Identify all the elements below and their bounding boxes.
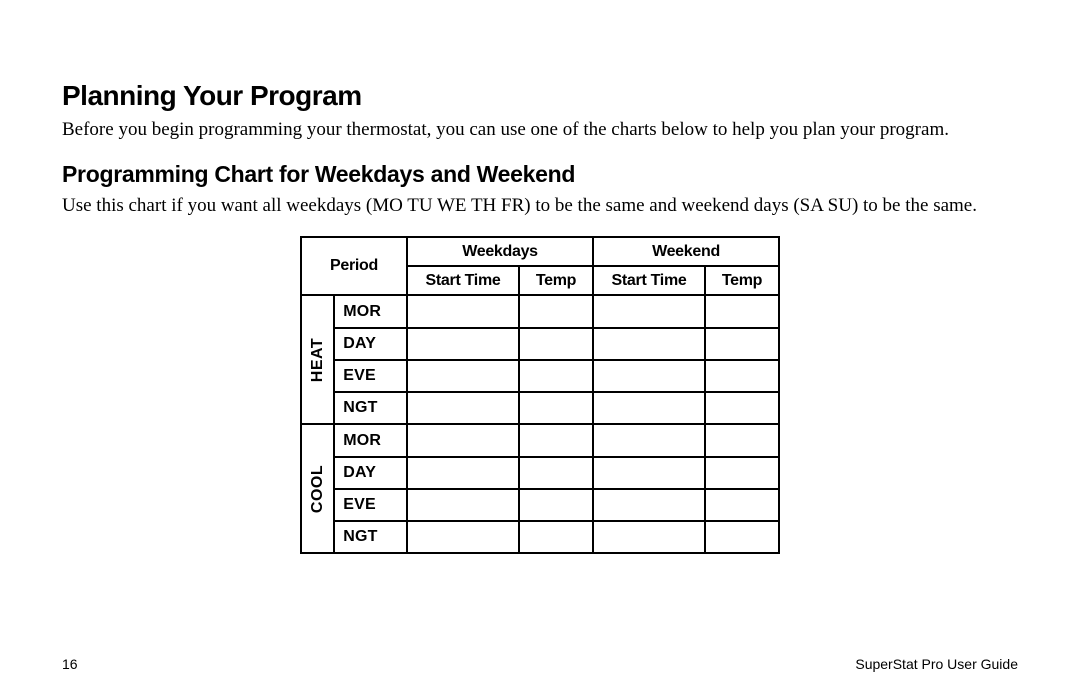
heat-day-weekdays-start — [407, 328, 519, 360]
cool-day-weekend-start — [593, 457, 705, 489]
heat-mor-weekend-start — [593, 295, 705, 327]
heat-mor-weekdays-start — [407, 295, 519, 327]
table-header-row-1: Period Weekdays Weekend — [301, 237, 779, 266]
cool-eve-weekend-temp — [705, 489, 779, 521]
cool-eve-weekdays-start — [407, 489, 519, 521]
document-page: Planning Your Program Before you begin p… — [0, 0, 1080, 698]
intro-paragraph: Before you begin programming your thermo… — [62, 118, 1018, 143]
cool-eve-label: EVE — [334, 489, 407, 521]
heat-mor-weekend-temp — [705, 295, 779, 327]
cool-mor-weekdays-start — [407, 424, 519, 456]
cool-day-weekend-temp — [705, 457, 779, 489]
weekdays-header: Weekdays — [407, 237, 593, 266]
heat-mor-weekdays-temp — [519, 295, 593, 327]
heat-day-weekend-temp — [705, 328, 779, 360]
heat-mode-label-cell: HEAT — [301, 295, 334, 424]
heat-eve-weekend-temp — [705, 360, 779, 392]
weekend-start-time-header: Start Time — [593, 266, 705, 295]
heat-ngt-weekdays-temp — [519, 392, 593, 424]
cool-eve-weekdays-temp — [519, 489, 593, 521]
heat-day-weekdays-temp — [519, 328, 593, 360]
weekend-header: Weekend — [593, 237, 779, 266]
table-container: Period Weekdays Weekend Start Time Temp … — [62, 236, 1018, 552]
heat-ngt-weekend-start — [593, 392, 705, 424]
weekdays-temp-header: Temp — [519, 266, 593, 295]
cool-mode-label-cell: COOL — [301, 424, 334, 553]
cool-mor-weekend-temp — [705, 424, 779, 456]
heat-day-weekend-start — [593, 328, 705, 360]
page-number: 16 — [62, 656, 78, 672]
table-row: DAY — [301, 328, 779, 360]
cool-day-weekdays-start — [407, 457, 519, 489]
cool-mor-weekend-start — [593, 424, 705, 456]
cool-ngt-weekdays-start — [407, 521, 519, 553]
page-footer: 16 SuperStat Pro User Guide — [62, 656, 1018, 672]
cool-ngt-weekdays-temp — [519, 521, 593, 553]
document-title-footer: SuperStat Pro User Guide — [855, 656, 1018, 672]
cool-eve-weekend-start — [593, 489, 705, 521]
heat-ngt-weekend-temp — [705, 392, 779, 424]
page-title: Planning Your Program — [62, 80, 1018, 112]
section-paragraph: Use this chart if you want all weekdays … — [62, 194, 1018, 219]
weekdays-start-time-header: Start Time — [407, 266, 519, 295]
heat-eve-weekdays-start — [407, 360, 519, 392]
heat-ngt-label: NGT — [334, 392, 407, 424]
heat-mor-label: MOR — [334, 295, 407, 327]
period-header: Period — [301, 237, 407, 295]
table-row: DAY — [301, 457, 779, 489]
table-row: COOL MOR — [301, 424, 779, 456]
cool-mode-label: COOL — [309, 465, 327, 513]
cool-ngt-weekend-temp — [705, 521, 779, 553]
heat-eve-weekdays-temp — [519, 360, 593, 392]
heat-mode-label: HEAT — [309, 338, 327, 382]
programming-chart-table: Period Weekdays Weekend Start Time Temp … — [300, 236, 780, 554]
table-row: HEAT MOR — [301, 295, 779, 327]
section-heading: Programming Chart for Weekdays and Weeke… — [62, 161, 1018, 188]
cool-mor-label: MOR — [334, 424, 407, 456]
table-row: NGT — [301, 521, 779, 553]
cool-ngt-label: NGT — [334, 521, 407, 553]
cool-ngt-weekend-start — [593, 521, 705, 553]
cool-mor-weekdays-temp — [519, 424, 593, 456]
table-row: EVE — [301, 489, 779, 521]
heat-eve-label: EVE — [334, 360, 407, 392]
cool-day-label: DAY — [334, 457, 407, 489]
heat-ngt-weekdays-start — [407, 392, 519, 424]
heat-eve-weekend-start — [593, 360, 705, 392]
cool-day-weekdays-temp — [519, 457, 593, 489]
heat-day-label: DAY — [334, 328, 407, 360]
weekend-temp-header: Temp — [705, 266, 779, 295]
table-row: NGT — [301, 392, 779, 424]
table-row: EVE — [301, 360, 779, 392]
